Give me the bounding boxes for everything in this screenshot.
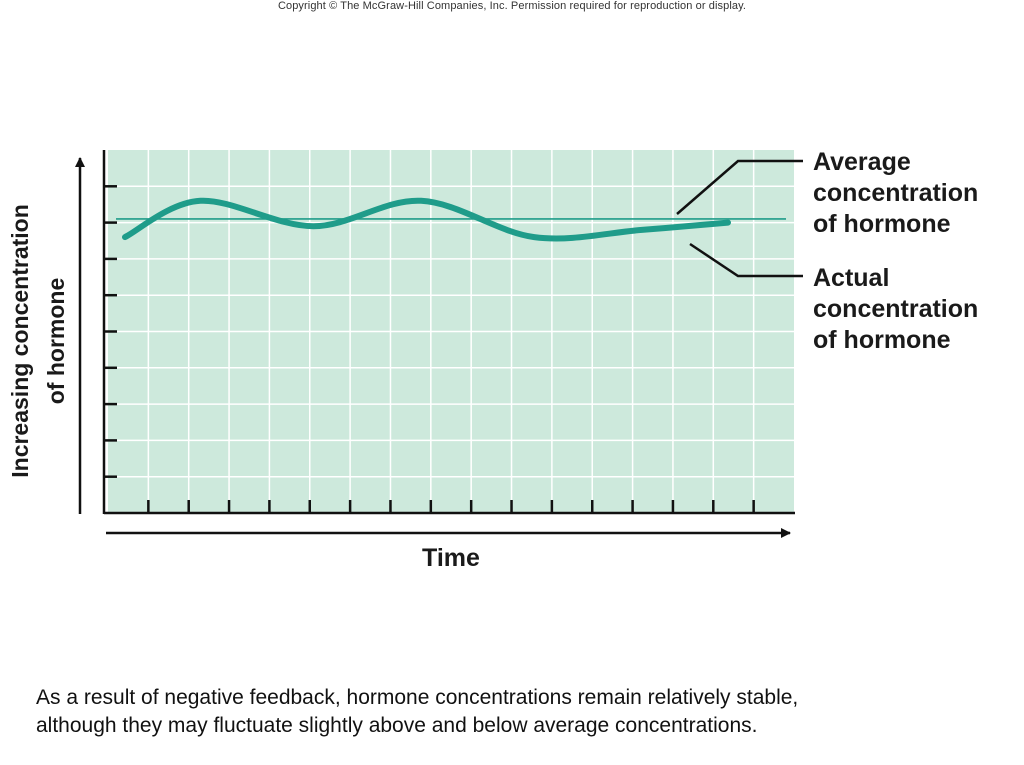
y-axis-label-line-1: Increasing concentration (7, 204, 33, 478)
x-axis-label: Time (422, 544, 480, 572)
actual-legend-line-1: Actual (813, 264, 889, 292)
average-legend-leader-line (676, 159, 803, 215)
caption-line-1: As a result of negative feedback, hormon… (36, 686, 799, 709)
average-legend-line-3: of hormone (813, 210, 951, 238)
actual-concentration-curve (122, 197, 731, 242)
x-axis-ticks (147, 500, 755, 513)
y-axis-ticks (104, 185, 117, 478)
actual-legend-leader-line (689, 242, 803, 278)
average-legend-line-2: concentration (813, 179, 978, 207)
average-legend-line-1: Average (813, 148, 911, 176)
hormone-concentration-chart: Increasing concentration of hormone Time… (7, 148, 978, 572)
actual-legend-line-3: of hormone (813, 326, 951, 354)
grid-lines (108, 150, 794, 513)
copyright-notice: Copyright © The McGraw-Hill Companies, I… (277, 0, 747, 12)
figure-caption: As a result of negative feedback, hormon… (36, 684, 996, 740)
y-axis-label-line-2: of hormone (43, 278, 69, 405)
actual-legend-line-2: concentration (813, 295, 978, 323)
caption-line-2: although they may fluctuate slightly abo… (36, 714, 758, 737)
